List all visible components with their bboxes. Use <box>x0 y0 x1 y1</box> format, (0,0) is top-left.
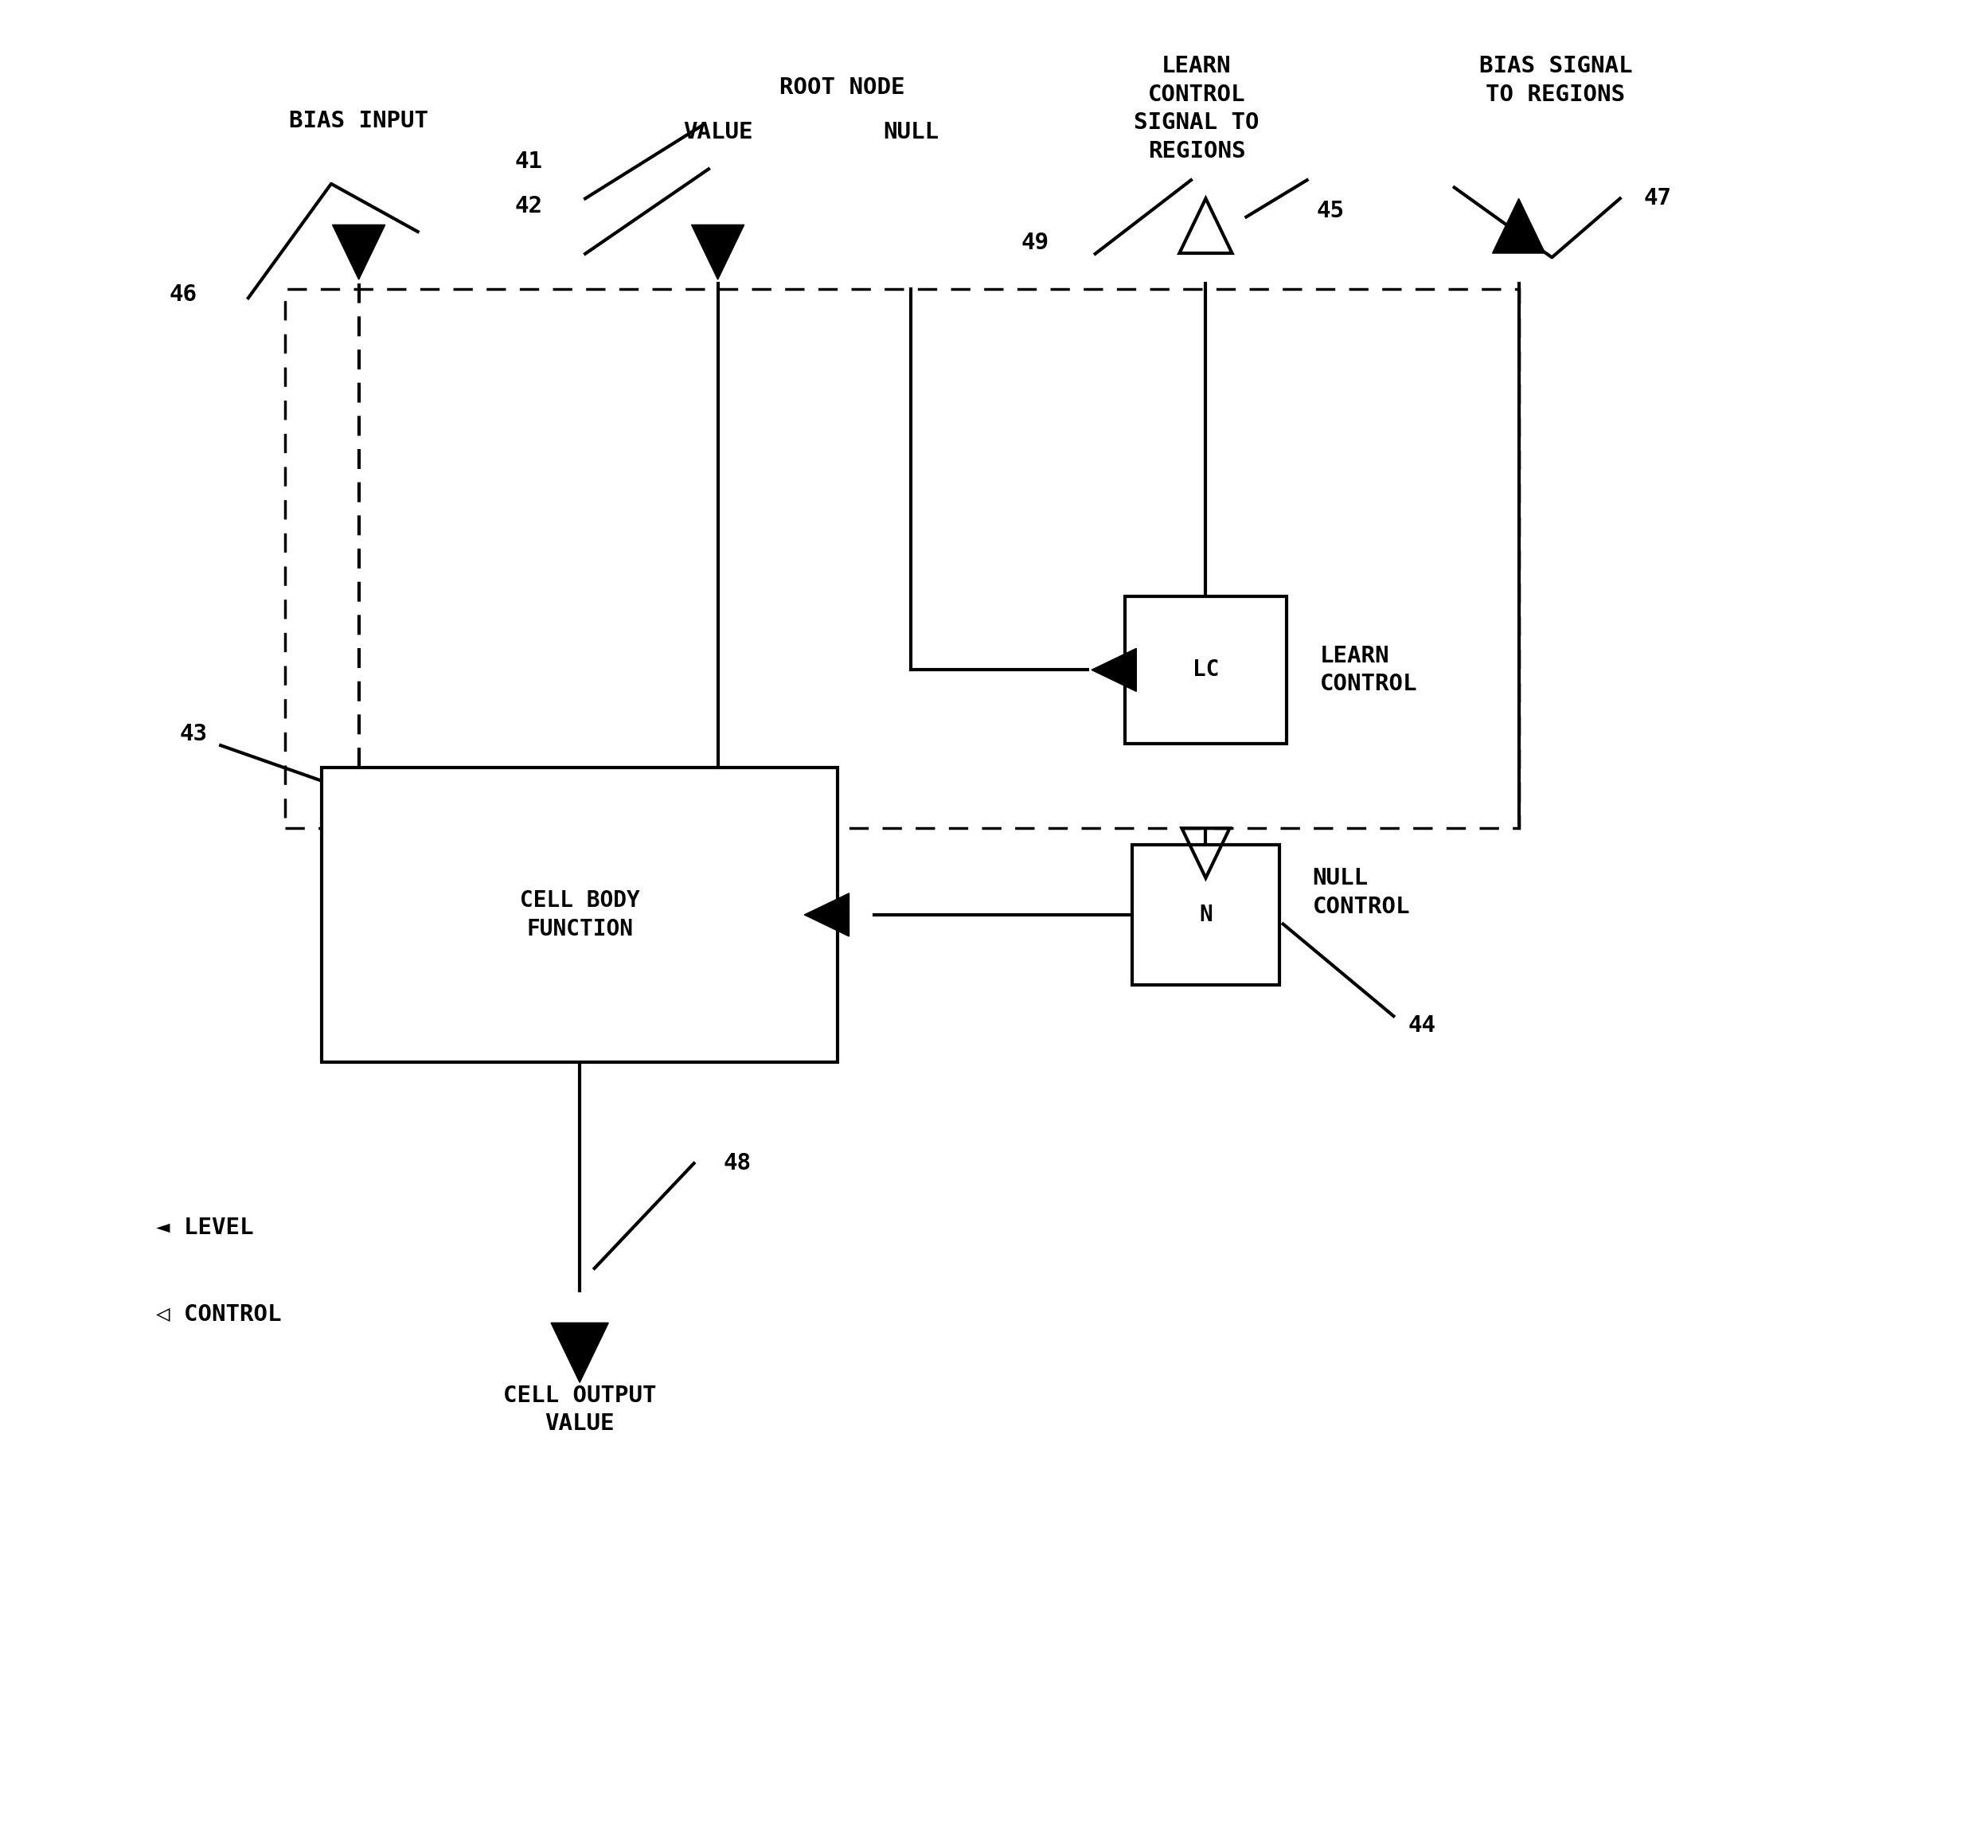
Polygon shape <box>805 893 849 937</box>
Polygon shape <box>332 225 386 279</box>
Bar <box>1131 845 1280 985</box>
Text: ◄ LEVEL: ◄ LEVEL <box>157 1216 254 1238</box>
Text: 44: 44 <box>1408 1015 1435 1037</box>
Text: NULL
CONTROL: NULL CONTROL <box>1312 867 1409 918</box>
Bar <box>284 288 1519 828</box>
Text: 46: 46 <box>169 283 197 305</box>
Text: N: N <box>1199 904 1213 926</box>
Text: BIAS INPUT: BIAS INPUT <box>288 109 429 133</box>
Text: 47: 47 <box>1644 187 1672 209</box>
Text: VALUE: VALUE <box>684 120 753 144</box>
Text: 43: 43 <box>181 723 209 745</box>
Text: 42: 42 <box>515 194 543 216</box>
Text: 41: 41 <box>515 150 543 174</box>
Polygon shape <box>1493 198 1545 253</box>
Text: CELL OUTPUT
VALUE: CELL OUTPUT VALUE <box>503 1384 656 1436</box>
Text: ◁ CONTROL: ◁ CONTROL <box>157 1303 282 1325</box>
Text: LC: LC <box>1193 658 1219 682</box>
Bar <box>1125 597 1286 743</box>
Text: 45: 45 <box>1316 200 1344 222</box>
Text: NULL: NULL <box>883 120 938 144</box>
Bar <box>322 767 837 1063</box>
Text: ROOT NODE: ROOT NODE <box>779 78 905 100</box>
Text: LEARN
CONTROL: LEARN CONTROL <box>1320 645 1417 695</box>
Polygon shape <box>692 225 744 279</box>
Polygon shape <box>1091 649 1137 691</box>
Polygon shape <box>551 1323 608 1382</box>
Text: LEARN
CONTROL
SIGNAL TO
REGIONS: LEARN CONTROL SIGNAL TO REGIONS <box>1133 55 1258 163</box>
Text: CELL BODY
FUNCTION: CELL BODY FUNCTION <box>519 889 640 941</box>
Text: 49: 49 <box>1022 231 1050 253</box>
Text: BIAS SIGNAL
TO REGIONS: BIAS SIGNAL TO REGIONS <box>1479 55 1632 105</box>
Text: 48: 48 <box>724 1153 751 1175</box>
